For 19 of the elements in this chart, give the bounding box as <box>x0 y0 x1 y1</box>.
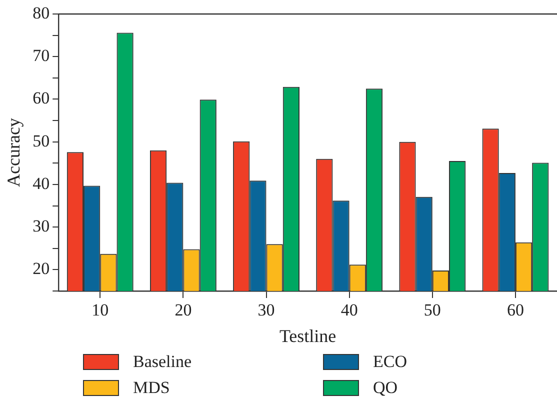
legend-label: QO <box>373 378 398 398</box>
x-tick-label: 50 <box>424 300 441 320</box>
y-tick-label: 20 <box>32 259 50 278</box>
y-tick-label: 80 <box>32 3 50 22</box>
legend-label: ECO <box>373 352 407 372</box>
legend-label: MDS <box>133 378 170 398</box>
legend-label: Baseline <box>133 352 192 372</box>
y-tick-label: 40 <box>32 174 50 193</box>
y-tick-label: 60 <box>32 88 50 108</box>
y-tick-label: 70 <box>32 46 50 66</box>
y-axis-title: Accuracy <box>4 118 24 187</box>
y-tick-label: 50 <box>32 131 50 150</box>
x-tick-label: 20 <box>174 300 192 320</box>
x-tick-label: 60 <box>506 300 524 320</box>
x-axis-title: Testline <box>279 326 336 346</box>
x-tick-label: 40 <box>340 300 358 320</box>
y-tick-label: 30 <box>32 216 50 236</box>
x-tick-label: 30 <box>258 300 275 320</box>
x-tick-label: 10 <box>92 300 109 320</box>
